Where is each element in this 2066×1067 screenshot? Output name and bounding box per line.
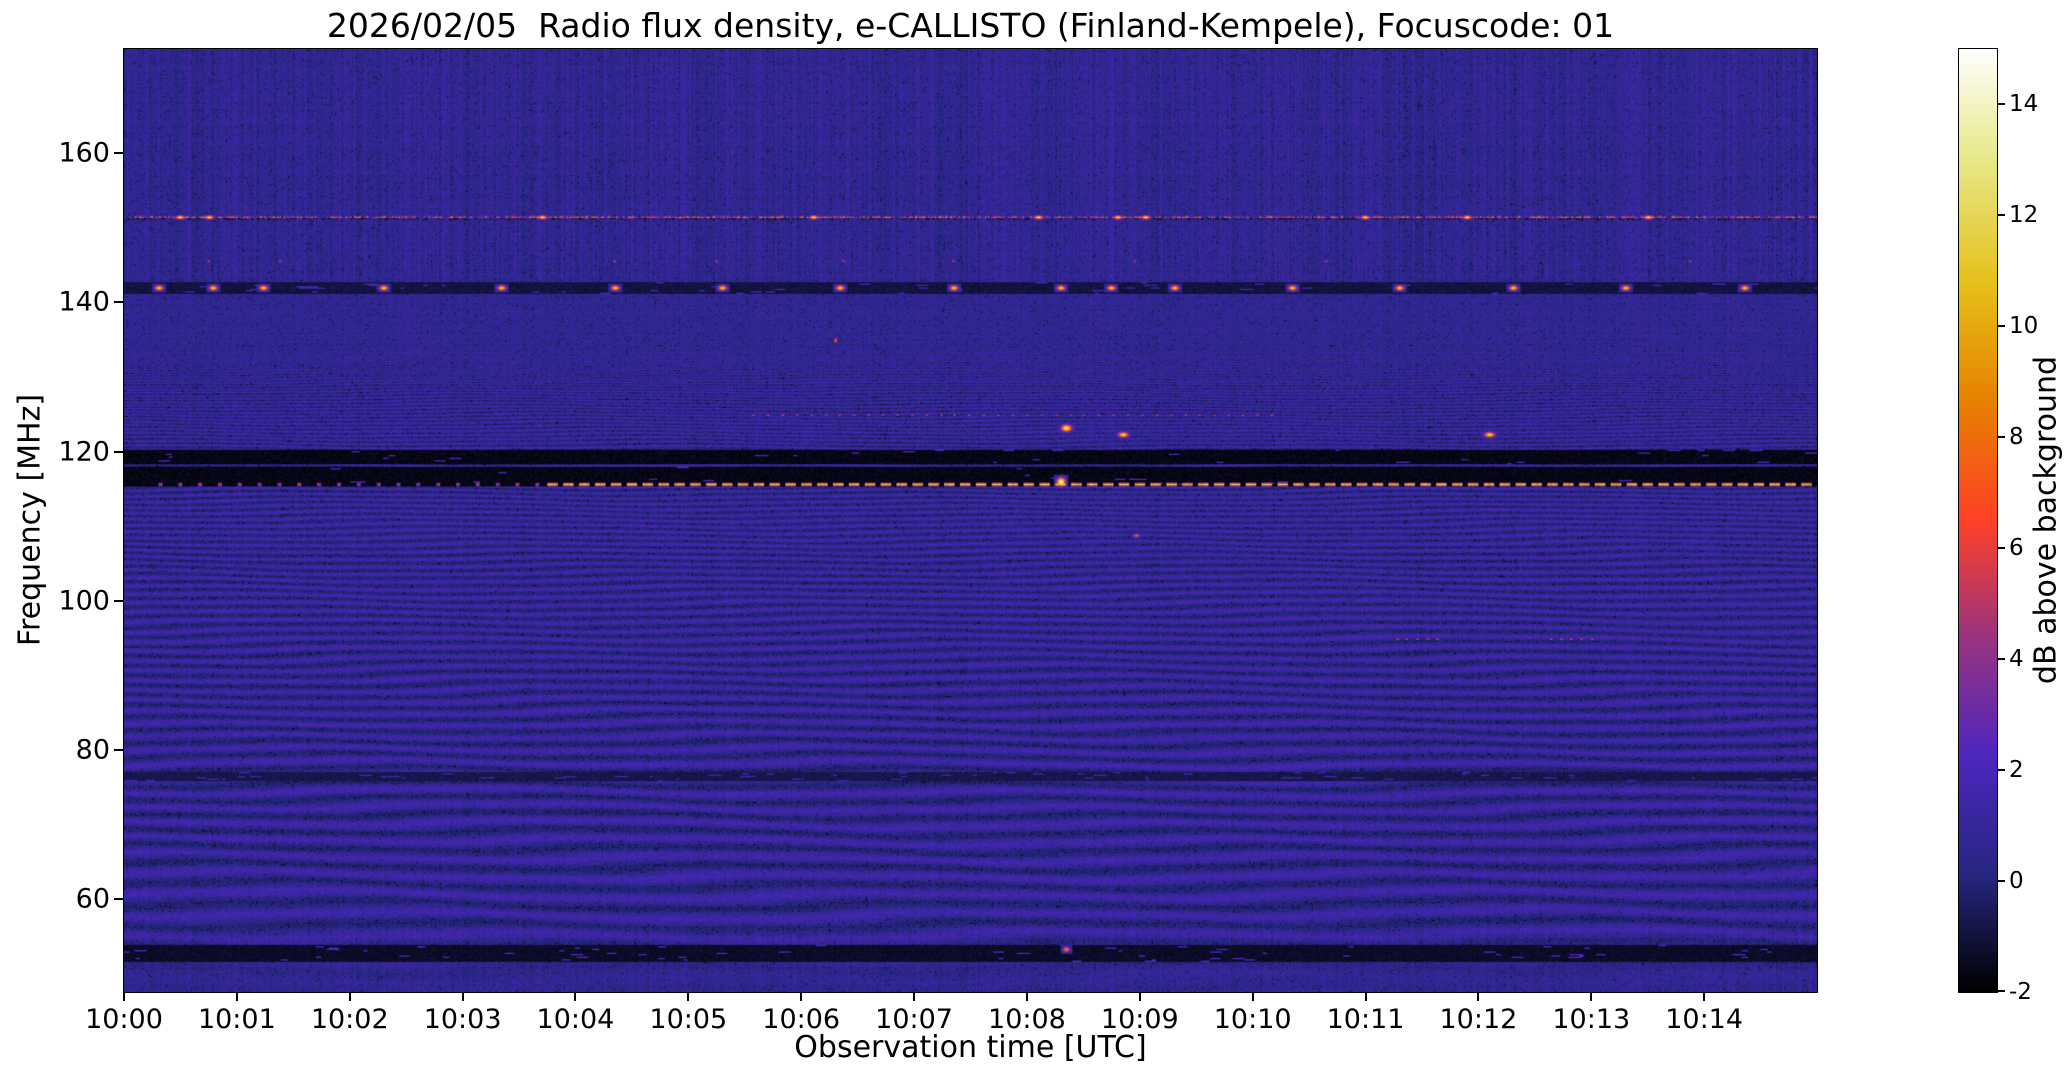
x-tick-label: 10:11 [1326, 1004, 1405, 1035]
x-tick-label: 10:07 [875, 1004, 953, 1035]
colorbar-tick-mark [1997, 880, 2005, 883]
y-tick-mark [114, 599, 123, 602]
colorbar-tick-label: 12 [2009, 202, 2039, 229]
y-tick-mark [114, 450, 123, 453]
x-tick-mark [687, 992, 690, 1001]
y-tick-label: 60 [75, 883, 110, 915]
x-tick-mark [800, 992, 803, 1001]
y-tick-mark [114, 897, 123, 900]
colorbar-tick-mark [1997, 547, 2005, 550]
x-tick-mark [1364, 992, 1367, 1001]
colorbar-tick-label: 2 [2009, 757, 2024, 784]
colorbar-tick-mark [1997, 103, 2005, 106]
colorbar-tick-mark [1997, 325, 2005, 328]
x-tick-label: 10:05 [649, 1004, 728, 1035]
colorbar-tick-mark [1997, 769, 2005, 772]
y-tick-mark [114, 301, 123, 304]
chart-title: 2026/02/05 Radio flux density, e-CALLIST… [326, 6, 1615, 45]
colorbar-tick-label: -2 [2009, 979, 2032, 1005]
x-tick-label: 10:06 [762, 1004, 841, 1035]
x-tick-mark [1025, 992, 1028, 1001]
x-tick-label: 10:03 [423, 1004, 502, 1035]
x-tick-label: 10:01 [197, 1004, 276, 1035]
colorbar-tick-label: 6 [2009, 535, 2024, 562]
x-tick-label: 10:10 [1213, 1004, 1292, 1035]
x-tick-mark [1703, 992, 1706, 1001]
y-tick-label: 160 [58, 137, 110, 169]
y-tick-mark [114, 748, 123, 751]
x-tick-mark [123, 992, 125, 1001]
x-tick-label: 10:13 [1552, 1004, 1631, 1035]
x-tick-mark [1138, 992, 1141, 1001]
spectrogram-heatmap [124, 49, 1817, 992]
colorbar-tick-label: 8 [2009, 424, 2024, 451]
y-tick-label: 80 [75, 734, 110, 766]
x-tick-label: 10:04 [536, 1004, 615, 1035]
y-tick-label: 120 [58, 436, 110, 468]
x-tick-mark [461, 992, 464, 1001]
x-tick-label: 10:09 [1100, 1004, 1179, 1035]
x-tick-mark [1590, 992, 1593, 1001]
colorbar-tick-label: 0 [2009, 868, 2024, 895]
x-tick-mark [235, 992, 238, 1001]
x-tick-mark [913, 992, 916, 1001]
x-tick-mark [1477, 992, 1480, 1001]
x-tick-mark [348, 992, 351, 1001]
y-tick-label: 100 [58, 585, 110, 617]
colorbar-tick-label: 14 [2009, 91, 2039, 118]
x-tick-label: 10:12 [1439, 1004, 1518, 1035]
plot-area: 10:00 10:01 10:02 10:03 10:04 10:05 10:06 10:07… [58, 48, 1818, 1035]
colorbar: 14 12 10 8 6 4 2 0 -2 [1958, 48, 2038, 1005]
colorbar-tick-mark [1997, 214, 2005, 217]
colorbar-label: dB above background [2028, 355, 2064, 685]
y-axis-label: Frequency [MHz] [12, 393, 48, 647]
colorbar-tick-mark [1997, 436, 2005, 439]
x-tick-mark [1251, 992, 1254, 1001]
colorbar-tick-label: 10 [2009, 313, 2039, 340]
x-tick-label: 10:00 [85, 1004, 163, 1035]
colorbar-tick-mark [1997, 658, 2005, 661]
colorbar-tick-mark [1997, 990, 2005, 992]
colorbar-tick-label: 4 [2009, 646, 2024, 673]
x-axis-label: Observation time [UTC] [794, 1030, 1147, 1065]
x-tick-label: 10:08 [988, 1004, 1066, 1035]
x-tick-label: 10:14 [1665, 1004, 1744, 1035]
colorbar-gradient [1959, 49, 1997, 992]
x-tick-mark [574, 992, 577, 1001]
x-tick-label: 10:02 [310, 1004, 389, 1035]
y-tick-label: 140 [58, 286, 110, 318]
y-tick-mark [114, 152, 123, 155]
